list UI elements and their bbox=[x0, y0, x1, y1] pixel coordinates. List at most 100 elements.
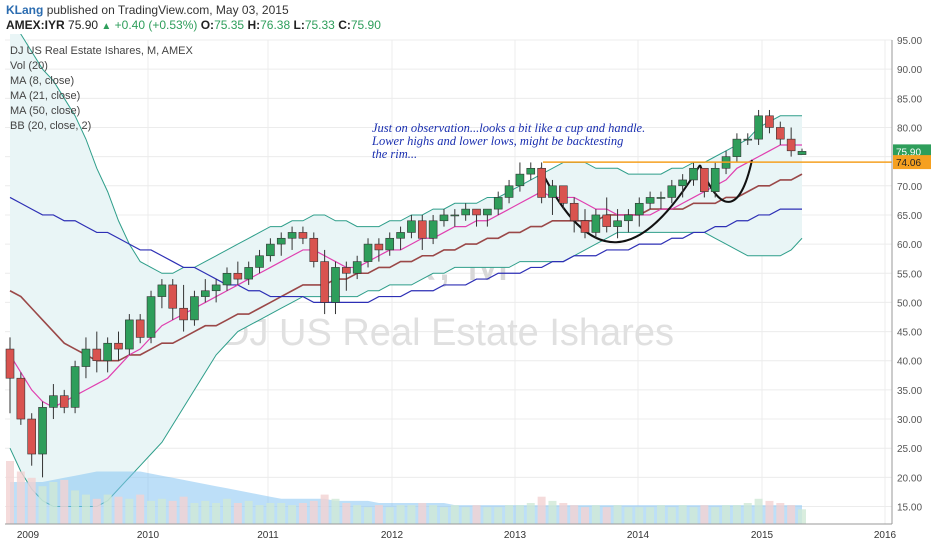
bb-lower-line bbox=[9, 231, 803, 508]
x-tick-label: 2012 bbox=[381, 530, 404, 541]
volume-bar bbox=[635, 507, 644, 524]
volume-bar bbox=[212, 503, 221, 524]
volume-bar bbox=[537, 496, 546, 524]
annotation-line-2: Lower highs and lower lows, might be bac… bbox=[371, 134, 623, 148]
candle-up bbox=[331, 267, 340, 303]
bollinger-bands bbox=[9, 34, 803, 508]
indicator-legend: DJ US Real Estate Ishares, M, AMEX Vol (… bbox=[10, 44, 193, 134]
candle-up bbox=[493, 197, 503, 210]
candle-down bbox=[580, 220, 590, 233]
publish-info: published on TradingView.com, May 03, 20… bbox=[46, 3, 289, 17]
volume-bar bbox=[331, 498, 340, 524]
hline-label: 74.06 bbox=[896, 158, 921, 169]
volume-bar bbox=[613, 505, 622, 524]
candle-up bbox=[667, 185, 677, 198]
x-tick-label: 2014 bbox=[627, 530, 650, 541]
y-tick-label: 90.00 bbox=[897, 65, 922, 76]
volume-bar bbox=[298, 503, 307, 524]
volume-bar bbox=[233, 503, 242, 524]
candle-up bbox=[70, 366, 80, 408]
candle-up bbox=[689, 167, 698, 181]
symbol-label[interactable]: AMEX:IYR bbox=[6, 18, 65, 32]
y-tick-label: 95.00 bbox=[897, 36, 922, 47]
close-label: C: bbox=[338, 18, 351, 32]
candle-down bbox=[5, 348, 15, 379]
volume-bar bbox=[526, 503, 535, 524]
volume-bar bbox=[591, 505, 600, 524]
high-value: 76.38 bbox=[260, 18, 291, 32]
legend-item-vol[interactable]: Vol (20) bbox=[10, 60, 48, 72]
candle-up bbox=[439, 214, 449, 222]
volume-bar bbox=[559, 503, 568, 524]
candle-up bbox=[428, 220, 438, 239]
legend-item-ma21[interactable]: MA (21, close) bbox=[10, 90, 81, 102]
candle-down bbox=[765, 115, 774, 128]
x-tick-label: 2016 bbox=[874, 530, 897, 541]
y-tick-label: 70.00 bbox=[897, 182, 922, 193]
candle-up bbox=[483, 208, 492, 216]
legend-item-bb[interactable]: BB (20, close, 2) bbox=[10, 120, 92, 132]
volume-bar bbox=[515, 505, 524, 524]
candle-up bbox=[385, 237, 395, 251]
price-chart[interactable]: IYR, M DJ US Real Estate Ishares Just on… bbox=[0, 34, 932, 550]
candle-up bbox=[732, 138, 742, 157]
annotation[interactable]: Just on observation...looks a bit like a… bbox=[371, 121, 645, 161]
low-label: L: bbox=[293, 18, 305, 32]
volume-bar bbox=[179, 496, 188, 524]
watermark-name: DJ US Real Estate Ishares bbox=[222, 312, 674, 354]
volume-bar bbox=[136, 494, 145, 524]
volume-bar bbox=[700, 505, 709, 524]
volume-bar bbox=[407, 505, 416, 524]
volume-bar bbox=[49, 482, 58, 524]
legend-item-ma8[interactable]: MA (8, close) bbox=[10, 75, 75, 87]
volume-bar bbox=[201, 500, 210, 524]
volume-bar bbox=[722, 505, 731, 524]
volume-bar bbox=[190, 503, 199, 524]
low-value: 75.33 bbox=[304, 18, 335, 32]
annotation-line-3: the rim... bbox=[372, 147, 417, 161]
candle-down bbox=[135, 319, 145, 338]
candle-down bbox=[559, 185, 568, 204]
volume-bar bbox=[6, 461, 14, 524]
volume-bar bbox=[396, 505, 405, 524]
candle-up bbox=[624, 214, 633, 222]
volume-bar bbox=[16, 471, 25, 524]
volume-bar bbox=[570, 505, 579, 524]
legend-title[interactable]: DJ US Real Estate Ishares, M, AMEX bbox=[10, 45, 193, 57]
volume-bar bbox=[27, 477, 36, 524]
volume-bar bbox=[494, 507, 503, 524]
candle-up bbox=[266, 243, 275, 257]
candle-down bbox=[114, 342, 123, 350]
candle-up bbox=[38, 407, 47, 455]
volume-bar bbox=[255, 505, 264, 524]
candle-up bbox=[157, 284, 167, 297]
volume-bar bbox=[38, 486, 47, 524]
candle-up bbox=[754, 115, 763, 140]
price-change: +0.40 (+0.53%) bbox=[114, 18, 198, 32]
close-value: 75.90 bbox=[350, 18, 381, 32]
y-tick-label: 35.00 bbox=[897, 386, 922, 397]
high-label: H: bbox=[247, 18, 261, 32]
volume-bar bbox=[646, 507, 655, 524]
volume-bar bbox=[483, 507, 492, 524]
y-tick-label: 30.00 bbox=[897, 415, 922, 426]
candle-up bbox=[255, 255, 264, 268]
x-tick-label: 2013 bbox=[504, 530, 527, 541]
axes[interactable]: 15.00 20.00 25.00 30.00 35.00 40.00 45.00 50.00… bbox=[5, 36, 931, 541]
volume-bar bbox=[364, 507, 373, 524]
volume-bar bbox=[320, 494, 329, 524]
candle-down bbox=[168, 284, 178, 309]
bb-fill bbox=[10, 34, 802, 507]
author-link[interactable]: KLang bbox=[6, 3, 44, 17]
candle-up bbox=[287, 232, 297, 239]
legend-item-ma50[interactable]: MA (50, close) bbox=[10, 105, 81, 117]
volume-bars bbox=[6, 461, 806, 524]
hline-badge bbox=[893, 155, 931, 170]
candle-up bbox=[613, 220, 622, 227]
candle-down bbox=[59, 395, 69, 408]
candle-down bbox=[320, 261, 329, 303]
candle-up bbox=[548, 185, 557, 198]
volume-bar bbox=[711, 507, 720, 524]
candle-up bbox=[81, 348, 91, 367]
open-value: 75.35 bbox=[214, 18, 245, 32]
